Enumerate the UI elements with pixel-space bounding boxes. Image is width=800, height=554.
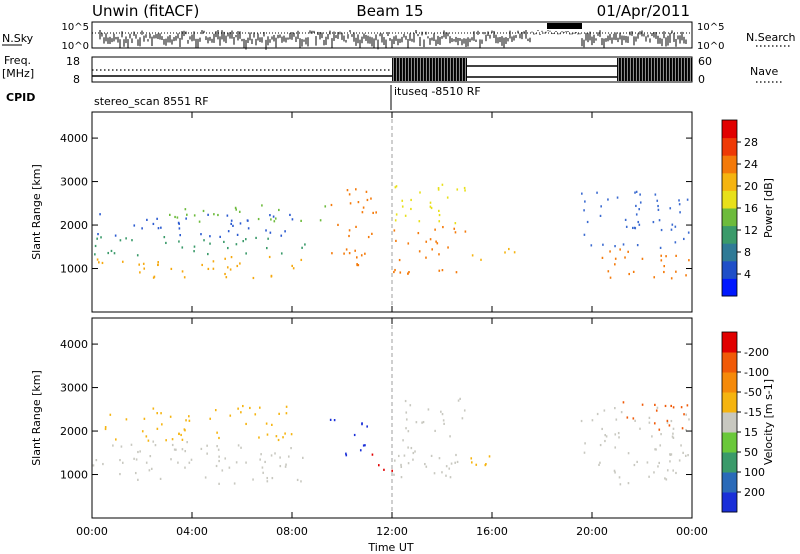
velocity-colorbar-tick: -50 bbox=[744, 386, 762, 399]
x-tick-label: 00:00 bbox=[676, 525, 708, 538]
power-panel: 1000 2000 3000 4000 Slant Range [km] 4 8 12 16 20… bbox=[30, 111, 775, 313]
power-colorbar-label: Power [dB] bbox=[762, 178, 775, 238]
velocity-colorbar-tick: 15 bbox=[744, 426, 758, 439]
velocity-colorbar-tick: 50 bbox=[744, 446, 758, 459]
velocity-y-tick-label: 3000 bbox=[60, 382, 88, 395]
power-colorbar-tick: 16 bbox=[744, 202, 758, 215]
power-echo-band-10 bbox=[581, 190, 690, 249]
velocity-colorbar: 200 100 50 15 -15 -50 -100 -200 Velocity [m s-1] bbox=[721, 331, 775, 513]
velocity-y-tick-label: 2000 bbox=[60, 425, 88, 438]
nave-tick-top: 60 bbox=[698, 55, 712, 68]
velocity-echo-band-1 bbox=[92, 440, 304, 485]
nsky-label: N.Sky bbox=[2, 32, 34, 45]
velocity-echo-band-8 bbox=[622, 401, 689, 431]
power-echo-band-1 bbox=[96, 255, 303, 280]
power-echo-band-5 bbox=[330, 188, 377, 267]
nsky-tick-top-left: 10^5 bbox=[62, 22, 89, 33]
velocity-echo-band-2 bbox=[104, 404, 293, 442]
x-tick-label: 08:00 bbox=[276, 525, 308, 538]
freq-label: Freq. bbox=[4, 54, 31, 67]
power-y-tick-label: 1000 bbox=[60, 263, 88, 276]
velocity-echo-band-5 bbox=[393, 397, 466, 479]
velocity-colorbar-tick: -100 bbox=[744, 366, 769, 379]
velocity-colorbar-label: Velocity [m s-1] bbox=[762, 379, 775, 465]
date-title: 01/Apr/2011 bbox=[597, 2, 690, 20]
x-tick-label: 20:00 bbox=[576, 525, 608, 538]
power-echo-band-2 bbox=[94, 235, 306, 257]
power-colorbar-tick: 12 bbox=[744, 224, 758, 237]
power-y-tick-label: 3000 bbox=[60, 176, 88, 189]
x-tick-label: 12:00 bbox=[376, 525, 408, 538]
velocity-colorbar-tick: 200 bbox=[744, 486, 765, 499]
power-colorbar-tick: 24 bbox=[744, 158, 758, 171]
power-echo-band-7 bbox=[394, 183, 466, 225]
nsky-tick-top-right: 10^5 bbox=[697, 22, 724, 33]
velocity-panel: 1000 2000 3000 4000 Slant Range [km] 200 100 50… bbox=[30, 317, 775, 538]
nsky-strip-frame bbox=[91, 21, 693, 49]
power-echo-band-6 bbox=[393, 225, 467, 275]
velocity-colorbar-tick: 100 bbox=[744, 466, 765, 479]
beam-title: Beam 15 bbox=[356, 2, 423, 20]
velocity-y-axis-label: Slant Range [km] bbox=[30, 370, 43, 466]
power-echo-band-8 bbox=[471, 247, 516, 261]
station-title: Unwin (fitACF) bbox=[92, 2, 199, 20]
x-tick-label: 04:00 bbox=[176, 525, 208, 538]
velocity-y-tick-label: 1000 bbox=[60, 469, 88, 482]
nave-label: Nave bbox=[750, 65, 778, 78]
power-colorbar: 4 8 12 16 20 24 28 Power [dB] bbox=[721, 119, 775, 297]
cpid-segment-2: ituseq -8510 RF bbox=[394, 85, 481, 98]
velocity-echo-band-3 bbox=[329, 418, 368, 457]
nsky-strip-data bbox=[92, 23, 692, 50]
freq-tick-bottom: 8 bbox=[73, 73, 80, 86]
nave-tick-bottom: 0 bbox=[698, 73, 705, 86]
nsky-tick-bottom-right: 10^0 bbox=[697, 41, 724, 52]
power-y-axis-label: Slant Range [km] bbox=[30, 164, 43, 260]
power-echo-band-3 bbox=[97, 213, 294, 238]
nsearch-label: N.Search bbox=[746, 31, 796, 44]
power-colorbar-tick: 28 bbox=[744, 136, 758, 149]
cpid-segment-1: stereo_scan 8551 RF bbox=[94, 95, 209, 108]
velocity-y-tick-label: 4000 bbox=[60, 338, 88, 351]
nsky-tick-bottom-left: 10^0 bbox=[62, 41, 89, 52]
power-y-tick-label: 2000 bbox=[60, 219, 88, 232]
x-tick-label: 16:00 bbox=[476, 525, 508, 538]
velocity-echo-band-6 bbox=[470, 455, 491, 467]
power-colorbar-tick: 8 bbox=[744, 246, 751, 259]
velocity-echo-band-4 bbox=[371, 453, 393, 472]
velocity-colorbar-tick: -15 bbox=[744, 406, 762, 419]
freq-unit-label: [MHz] bbox=[2, 67, 34, 80]
power-echo-band-9 bbox=[601, 248, 690, 280]
freq-strip-data bbox=[92, 58, 692, 81]
power-colorbar-tick: 4 bbox=[744, 268, 751, 281]
velocity-colorbar-tick: -200 bbox=[744, 346, 769, 359]
cpid-label: CPID bbox=[6, 91, 35, 104]
x-axis-label: Time UT bbox=[367, 541, 413, 554]
x-tick-label: 00:00 bbox=[76, 525, 108, 538]
power-colorbar-tick: 20 bbox=[744, 180, 758, 193]
velocity-echo-band-7 bbox=[580, 406, 690, 486]
freq-tick-top: 18 bbox=[66, 55, 80, 68]
power-echo-band-4 bbox=[168, 204, 327, 223]
power-y-tick-label: 4000 bbox=[60, 132, 88, 145]
